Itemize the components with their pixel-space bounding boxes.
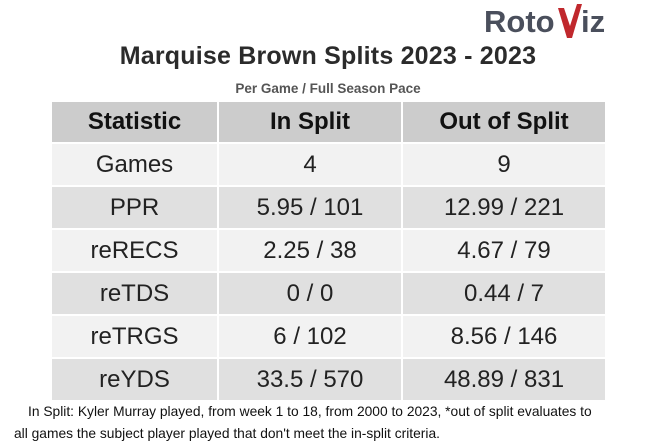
- in-split-value: 33.5 / 570: [219, 359, 401, 400]
- out-of-split-value: 9: [403, 144, 605, 185]
- out-of-split-value: 0.44 / 7: [403, 273, 605, 314]
- stat-name: reTDS: [52, 273, 217, 314]
- header-in-split: In Split: [219, 102, 401, 142]
- in-split-value: 0 / 0: [219, 273, 401, 314]
- header-out-of-split: Out of Split: [403, 102, 605, 142]
- out-of-split-value: 48.89 / 831: [403, 359, 605, 400]
- table-row: Games 4 9: [52, 144, 605, 185]
- footnote-line-1: In Split: Kyler Murray played, from week…: [28, 404, 592, 419]
- logo-v-mark: [558, 4, 582, 38]
- page-subtitle: Per Game / Full Season Pace: [235, 81, 421, 96]
- in-split-value: 5.95 / 101: [219, 187, 401, 228]
- stat-name: Games: [52, 144, 217, 185]
- splits-table: Statistic In Split Out of Split Games 4 …: [50, 100, 607, 402]
- header-statistic: Statistic: [52, 102, 217, 142]
- logo-text-roto: Roto: [484, 4, 555, 39]
- table-row: PPR 5.95 / 101 12.99 / 221: [52, 187, 605, 228]
- logo-text-iz: iz: [581, 4, 605, 39]
- table-row: reTRGS 6 / 102 8.56 / 146: [52, 316, 605, 357]
- stat-name: PPR: [52, 187, 217, 228]
- rotoviz-logo: Roto iz: [484, 4, 605, 39]
- in-split-value: 2.25 / 38: [219, 230, 401, 271]
- in-split-value: 4: [219, 144, 401, 185]
- table-row: reRECS 2.25 / 38 4.67 / 79: [52, 230, 605, 271]
- stat-name: reYDS: [52, 359, 217, 400]
- table-header-row: Statistic In Split Out of Split: [52, 102, 605, 142]
- page-title: Marquise Brown Splits 2023 - 2023: [119, 42, 537, 70]
- footnote: In Split: Kyler Murray played, from week…: [14, 401, 646, 445]
- table-row: reYDS 33.5 / 570 48.89 / 831: [52, 359, 605, 400]
- table-row: reTDS 0 / 0 0.44 / 7: [52, 273, 605, 314]
- out-of-split-value: 12.99 / 221: [403, 187, 605, 228]
- stat-name: reTRGS: [52, 316, 217, 357]
- out-of-split-value: 8.56 / 146: [403, 316, 605, 357]
- out-of-split-value: 4.67 / 79: [403, 230, 605, 271]
- footnote-line-2: all games the subject player played that…: [14, 426, 440, 441]
- stat-name: reRECS: [52, 230, 217, 271]
- in-split-value: 6 / 102: [219, 316, 401, 357]
